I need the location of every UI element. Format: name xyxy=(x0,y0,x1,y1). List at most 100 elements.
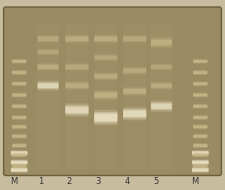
FancyBboxPatch shape xyxy=(12,105,26,108)
FancyBboxPatch shape xyxy=(151,39,172,47)
FancyBboxPatch shape xyxy=(65,83,88,88)
FancyBboxPatch shape xyxy=(12,105,26,108)
FancyBboxPatch shape xyxy=(192,151,209,155)
FancyBboxPatch shape xyxy=(11,152,27,154)
FancyBboxPatch shape xyxy=(193,59,207,63)
FancyBboxPatch shape xyxy=(94,74,117,78)
FancyBboxPatch shape xyxy=(151,104,172,109)
FancyBboxPatch shape xyxy=(12,125,26,129)
FancyBboxPatch shape xyxy=(12,81,26,86)
FancyBboxPatch shape xyxy=(12,134,26,138)
FancyBboxPatch shape xyxy=(11,160,27,165)
FancyBboxPatch shape xyxy=(193,134,207,138)
FancyBboxPatch shape xyxy=(11,161,27,164)
FancyBboxPatch shape xyxy=(123,88,146,94)
Bar xyxy=(66,24,88,170)
FancyBboxPatch shape xyxy=(11,168,27,171)
FancyBboxPatch shape xyxy=(94,110,117,125)
FancyBboxPatch shape xyxy=(65,34,88,43)
FancyBboxPatch shape xyxy=(123,37,146,41)
Bar xyxy=(150,24,173,170)
Bar xyxy=(124,24,146,170)
FancyBboxPatch shape xyxy=(123,111,146,117)
FancyBboxPatch shape xyxy=(193,94,207,96)
FancyBboxPatch shape xyxy=(193,125,207,129)
FancyBboxPatch shape xyxy=(65,36,88,42)
FancyBboxPatch shape xyxy=(193,143,207,148)
FancyBboxPatch shape xyxy=(94,55,117,60)
FancyBboxPatch shape xyxy=(192,150,209,156)
FancyBboxPatch shape xyxy=(11,150,27,156)
Text: 1: 1 xyxy=(38,177,43,186)
FancyBboxPatch shape xyxy=(94,90,117,100)
FancyBboxPatch shape xyxy=(38,64,58,70)
FancyBboxPatch shape xyxy=(11,167,27,173)
FancyBboxPatch shape xyxy=(65,37,88,41)
FancyBboxPatch shape xyxy=(123,68,146,74)
FancyBboxPatch shape xyxy=(151,82,172,90)
FancyBboxPatch shape xyxy=(193,124,207,129)
FancyBboxPatch shape xyxy=(12,164,26,168)
FancyBboxPatch shape xyxy=(65,82,88,89)
FancyBboxPatch shape xyxy=(11,151,27,155)
FancyBboxPatch shape xyxy=(193,116,207,119)
FancyBboxPatch shape xyxy=(12,93,26,97)
FancyBboxPatch shape xyxy=(38,82,58,89)
FancyBboxPatch shape xyxy=(193,164,207,168)
FancyBboxPatch shape xyxy=(151,101,172,112)
FancyBboxPatch shape xyxy=(12,71,26,74)
FancyBboxPatch shape xyxy=(192,160,209,165)
FancyBboxPatch shape xyxy=(94,37,117,41)
FancyBboxPatch shape xyxy=(151,63,172,71)
FancyBboxPatch shape xyxy=(192,168,209,171)
FancyBboxPatch shape xyxy=(38,49,58,55)
FancyBboxPatch shape xyxy=(123,69,146,73)
FancyBboxPatch shape xyxy=(151,64,172,70)
Text: M: M xyxy=(10,177,17,186)
FancyBboxPatch shape xyxy=(94,72,117,80)
Text: 4: 4 xyxy=(124,177,130,186)
FancyBboxPatch shape xyxy=(94,93,117,97)
FancyBboxPatch shape xyxy=(94,112,117,123)
FancyBboxPatch shape xyxy=(12,126,26,128)
FancyBboxPatch shape xyxy=(193,116,207,119)
FancyBboxPatch shape xyxy=(193,60,207,63)
FancyBboxPatch shape xyxy=(193,153,207,157)
Text: 2: 2 xyxy=(67,177,72,186)
FancyBboxPatch shape xyxy=(12,116,26,119)
FancyBboxPatch shape xyxy=(38,37,58,41)
Bar xyxy=(37,24,59,170)
FancyBboxPatch shape xyxy=(94,34,117,43)
FancyBboxPatch shape xyxy=(12,82,26,86)
FancyBboxPatch shape xyxy=(65,81,88,90)
FancyBboxPatch shape xyxy=(193,70,207,75)
FancyBboxPatch shape xyxy=(193,71,207,74)
FancyBboxPatch shape xyxy=(65,105,88,115)
FancyBboxPatch shape xyxy=(151,84,172,88)
FancyBboxPatch shape xyxy=(123,109,146,118)
FancyBboxPatch shape xyxy=(192,167,209,173)
FancyBboxPatch shape xyxy=(193,165,207,167)
FancyBboxPatch shape xyxy=(193,82,207,86)
FancyBboxPatch shape xyxy=(192,160,209,165)
FancyBboxPatch shape xyxy=(38,65,58,69)
FancyBboxPatch shape xyxy=(38,81,58,91)
FancyBboxPatch shape xyxy=(193,93,207,97)
FancyBboxPatch shape xyxy=(193,154,207,156)
FancyBboxPatch shape xyxy=(12,143,26,148)
Text: M: M xyxy=(191,177,198,186)
FancyBboxPatch shape xyxy=(12,59,26,64)
FancyBboxPatch shape xyxy=(193,105,207,108)
FancyBboxPatch shape xyxy=(193,153,207,157)
FancyBboxPatch shape xyxy=(65,107,88,113)
FancyBboxPatch shape xyxy=(38,83,58,88)
FancyBboxPatch shape xyxy=(151,102,172,110)
FancyBboxPatch shape xyxy=(123,35,146,43)
FancyBboxPatch shape xyxy=(193,164,207,169)
FancyBboxPatch shape xyxy=(12,154,26,156)
FancyBboxPatch shape xyxy=(123,87,146,96)
FancyBboxPatch shape xyxy=(65,64,88,70)
FancyBboxPatch shape xyxy=(12,82,26,85)
FancyBboxPatch shape xyxy=(123,89,146,93)
FancyBboxPatch shape xyxy=(38,50,58,54)
